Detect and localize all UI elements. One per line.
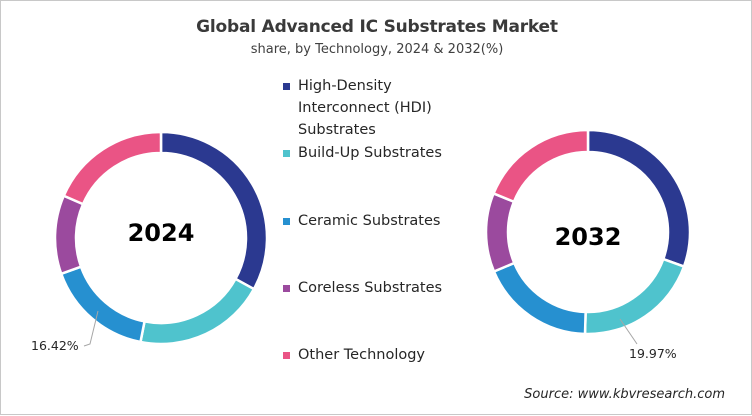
legend-swatch-icon bbox=[283, 218, 290, 225]
chart-title: Global Advanced IC Substrates Market bbox=[196, 17, 558, 37]
leader-line-2032 bbox=[619, 318, 638, 345]
donut-2024 bbox=[53, 130, 269, 346]
legend-swatch-icon bbox=[283, 352, 290, 359]
donut-segment-build-up-substrates bbox=[139, 277, 256, 346]
donut-segment-other-technology bbox=[62, 130, 163, 206]
donut-segment-coreless-substrates bbox=[53, 194, 85, 276]
legend-item-hdi: High-Density Interconnect (HDI) Substrat… bbox=[283, 75, 478, 141]
donut-2032 bbox=[484, 128, 692, 336]
legend-swatch-icon bbox=[283, 150, 290, 157]
legend-label: Build-Up Substrates bbox=[298, 145, 442, 161]
legend-label: High-Density Interconnect (HDI) Substrat… bbox=[298, 78, 432, 138]
donut-segment-other-technology bbox=[491, 128, 590, 204]
legend-label: Coreless Substrates bbox=[298, 280, 443, 296]
donut-segment-ceramic-substrates bbox=[59, 265, 147, 344]
donut-2024-center-label: 2024 bbox=[127, 219, 195, 247]
donut-segment-ceramic-substrates bbox=[492, 261, 587, 336]
source-note: Source: www.kbvresearch.com bbox=[524, 387, 725, 402]
legend-label: Ceramic Substrates bbox=[298, 213, 441, 229]
legend-swatch-icon bbox=[283, 285, 290, 292]
donut-2032-center-label: 2032 bbox=[554, 223, 622, 251]
legend-item-coreless: Coreless Substrates bbox=[283, 277, 478, 299]
legend-item-build-up: Build-Up Substrates bbox=[283, 142, 478, 164]
data-label-2032-buildup: 19.97% bbox=[629, 346, 677, 361]
donut-segment-coreless-substrates bbox=[484, 191, 516, 274]
donut-segment-high-density-interconnect-hdi-substrates bbox=[159, 130, 269, 291]
legend-label: Other Technology bbox=[298, 347, 426, 363]
legend-swatch-icon bbox=[283, 83, 290, 90]
legend-item-other: Other Technology bbox=[283, 344, 478, 366]
chart-subtitle: share, by Technology, 2024 & 2032(%) bbox=[250, 42, 504, 57]
leader-line-2024 bbox=[83, 310, 99, 347]
donut-segment-build-up-substrates bbox=[583, 257, 686, 336]
legend-item-ceramic: Ceramic Substrates bbox=[283, 210, 478, 232]
data-label-2024-ceramic: 16.42% bbox=[31, 338, 79, 353]
